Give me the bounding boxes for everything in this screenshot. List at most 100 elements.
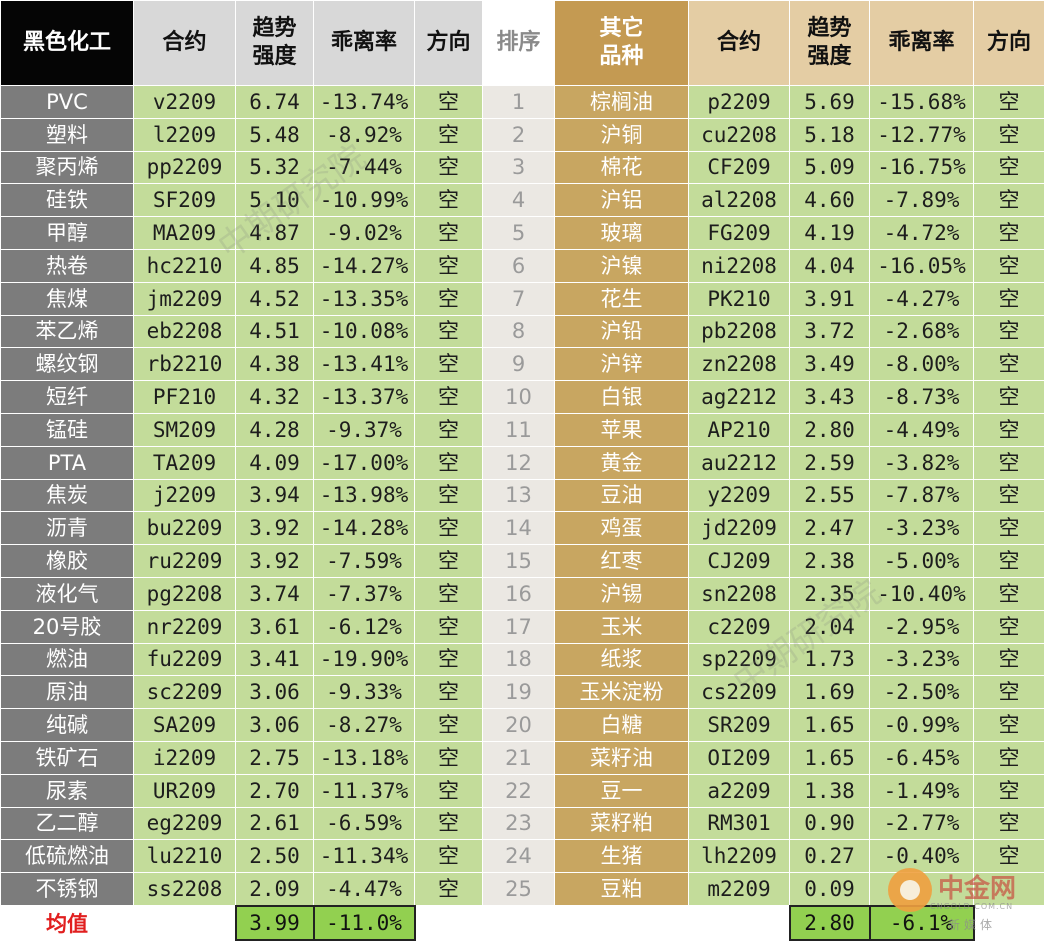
- right-deviation: -4.27%: [869, 281, 974, 316]
- rank-number: 13: [482, 478, 555, 513]
- left-direction: 空: [414, 675, 483, 710]
- left-product-name: 不锈钢: [0, 872, 134, 907]
- right-deviation: -8.00%: [869, 347, 974, 382]
- rank-number: 25: [482, 872, 555, 907]
- average-blank: [133, 905, 236, 941]
- left-contract: j2209: [133, 478, 236, 513]
- right-strength: 1.65: [789, 740, 870, 775]
- left-direction: 空: [414, 544, 483, 578]
- right-product-name: 菜籽油: [554, 740, 689, 775]
- left-deviation: -9.37%: [313, 412, 415, 447]
- left-strength: 5.48: [235, 117, 314, 152]
- table-row: 不锈钢 ss2208 2.09 -4.47% 空 25 豆粕 m2209 0.09: [0, 872, 1044, 907]
- table-row: 燃油 fu2209 3.41 -19.90% 空 18 纸浆 sp2209 1.73 -3.23%…: [0, 642, 1044, 677]
- left-deviation: -6.12%: [313, 609, 415, 644]
- right-deviation: -4.49%: [869, 412, 974, 447]
- left-contract: eg2209: [133, 806, 236, 841]
- right-contract: CF209: [688, 150, 790, 185]
- left-deviation: -19.90%: [313, 642, 415, 677]
- table-row: 纯碱 SA209 3.06 -8.27% 空 20 白糖 SR209 1.65 -0.99% 空: [0, 708, 1044, 742]
- right-direction: 空: [973, 478, 1044, 513]
- right-direction: 空: [973, 740, 1044, 775]
- header-direction-right: 方向: [973, 0, 1044, 86]
- right-strength: 2.59: [789, 445, 870, 480]
- right-strength: 1.38: [789, 773, 870, 808]
- right-deviation: -6.45%: [869, 740, 974, 775]
- right-deviation: -3.23%: [869, 511, 974, 546]
- rank-number: 21: [482, 740, 555, 775]
- left-direction: 空: [414, 445, 483, 480]
- left-contract: UR209: [133, 773, 236, 808]
- header-other-line2: 品种: [599, 44, 644, 69]
- right-direction: 空: [973, 380, 1044, 414]
- right-direction: 空: [973, 216, 1044, 250]
- rank-number: 3: [482, 150, 555, 185]
- right-deviation: -10.40%: [869, 576, 974, 611]
- left-direction: 空: [414, 576, 483, 611]
- left-direction: 空: [414, 642, 483, 677]
- right-product-name: 豆一: [554, 773, 689, 808]
- left-direction: 空: [414, 216, 483, 250]
- header-strength-left-line2: 强度: [252, 44, 297, 69]
- left-deviation: -9.02%: [313, 216, 415, 250]
- right-strength: 1.69: [789, 675, 870, 710]
- right-strength: 3.43: [789, 380, 870, 414]
- right-deviation: -2.68%: [869, 314, 974, 349]
- right-deviation: -12.77%: [869, 117, 974, 152]
- left-direction: 空: [414, 412, 483, 447]
- left-strength: 4.87: [235, 216, 314, 250]
- right-product-name: 玉米: [554, 609, 689, 644]
- left-deviation: -9.33%: [313, 675, 415, 710]
- left-contract: sc2209: [133, 675, 236, 710]
- right-contract: pb2208: [688, 314, 790, 349]
- left-deviation: -11.37%: [313, 773, 415, 808]
- right-product-name: 豆油: [554, 478, 689, 513]
- left-deviation: -13.37%: [313, 380, 415, 414]
- right-product-name: 鸡蛋: [554, 511, 689, 546]
- right-product-name: 黄金: [554, 445, 689, 480]
- right-product-name: 玻璃: [554, 216, 689, 250]
- right-contract: jd2209: [688, 511, 790, 546]
- right-deviation: -2.77%: [869, 806, 974, 841]
- rank-number: 1: [482, 85, 555, 119]
- left-product-name: 焦炭: [0, 478, 134, 513]
- right-deviation: -3.82%: [869, 445, 974, 480]
- left-strength: 2.50: [235, 839, 314, 874]
- header-strength-right: 趋势 强度: [789, 0, 870, 86]
- table-row: 焦煤 jm2209 4.52 -13.35% 空 7 花生 PK210 3.91 -4.27% 空: [0, 281, 1044, 316]
- left-direction: 空: [414, 872, 483, 907]
- left-strength: 5.32: [235, 150, 314, 185]
- left-product-name: 聚丙烯: [0, 150, 134, 185]
- right-direction: 空: [973, 281, 1044, 316]
- rank-number: 16: [482, 576, 555, 611]
- left-direction: 空: [414, 806, 483, 841]
- rank-number: 8: [482, 314, 555, 349]
- right-product-name: 沪锌: [554, 347, 689, 382]
- right-contract: sp2209: [688, 642, 790, 677]
- rank-number: 15: [482, 544, 555, 578]
- left-contract: pg2208: [133, 576, 236, 611]
- right-direction: 空: [973, 511, 1044, 546]
- right-contract: SR209: [688, 708, 790, 742]
- right-contract: cu2208: [688, 117, 790, 152]
- right-direction: 空: [973, 314, 1044, 349]
- left-product-name: 燃油: [0, 642, 134, 677]
- right-direction: 空: [973, 183, 1044, 218]
- table-row: PTA TA209 4.09 -17.00% 空 12 黄金 au2212 2.59 -3.82%…: [0, 445, 1044, 480]
- rank-number: 19: [482, 675, 555, 710]
- right-direction: 空: [973, 412, 1044, 447]
- table-row: 尿素 UR209 2.70 -11.37% 空 22 豆一 a2209 1.38 -1.49% 空: [0, 773, 1044, 808]
- right-average-deviation: -6.1%: [868, 904, 975, 941]
- left-contract: SF209: [133, 183, 236, 218]
- left-direction: 空: [414, 511, 483, 546]
- left-product-name: 热卷: [0, 248, 134, 283]
- table-row: 螺纹钢 rb2210 4.38 -13.41% 空 9 沪锌 zn2208 3.49 -8.00%…: [0, 347, 1044, 382]
- right-product-name: 花生: [554, 281, 689, 316]
- right-strength: 4.19: [789, 216, 870, 250]
- left-contract: nr2209: [133, 609, 236, 644]
- table-row: 锰硅 SM209 4.28 -9.37% 空 11 苹果 AP210 2.80 -4.49% 空: [0, 412, 1044, 447]
- right-direction: 空: [973, 708, 1044, 742]
- left-strength: 5.10: [235, 183, 314, 218]
- header-black-chemical: 黑色化工: [0, 0, 134, 86]
- left-strength: 2.75: [235, 740, 314, 775]
